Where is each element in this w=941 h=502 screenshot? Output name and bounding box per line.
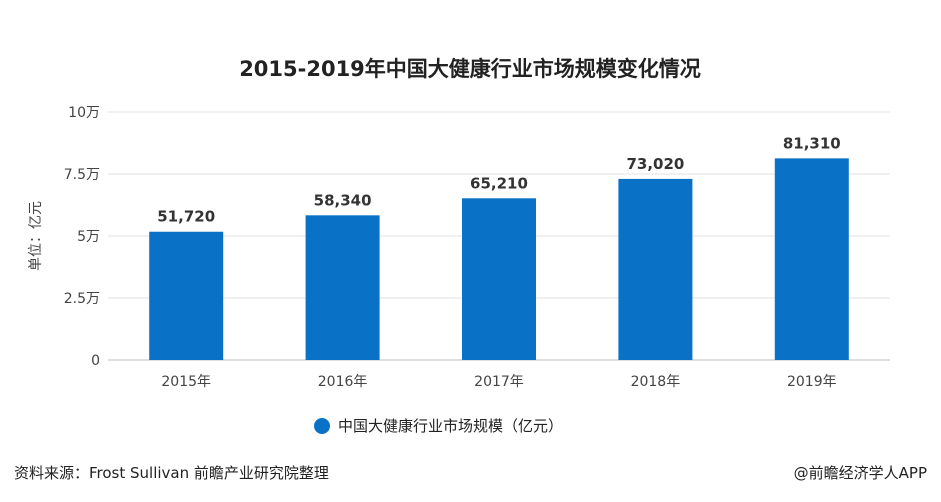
data-label: 81,310: [783, 134, 841, 152]
x-tick-label: 2018年: [631, 374, 681, 390]
data-label: 58,340: [314, 191, 372, 209]
x-tick-label: 2015年: [161, 374, 211, 390]
source-note: 资料来源：Frost Sullivan 前瞻产业研究院整理: [14, 464, 329, 482]
y-tick-label: 2.5万: [64, 291, 100, 307]
y-tick-label: 10万: [68, 105, 100, 121]
x-tick-label: 2019年: [787, 374, 837, 390]
legend: 中国大健康行业市场规模（亿元）: [314, 417, 563, 435]
data-label: 65,210: [470, 174, 528, 192]
y-tick-labels: 0 2.5万 5万 7.5万 10万: [64, 105, 100, 369]
y-axis-label: 单位：亿元: [28, 201, 44, 271]
bars: [149, 158, 849, 360]
bar: [305, 215, 380, 360]
bar: [618, 178, 693, 360]
brand-watermark-text: @前瞻经济学人APP: [793, 464, 927, 482]
bar: [149, 231, 224, 360]
y-tick-label: 7.5万: [64, 167, 100, 183]
legend-swatch: [314, 418, 330, 434]
data-label: 51,720: [157, 208, 215, 226]
chart-title: 2015-2019年中国大健康行业市场规模变化情况: [239, 57, 701, 81]
y-tick-label: 5万: [77, 229, 100, 245]
x-tick-label: 2016年: [318, 374, 368, 390]
data-labels: 51,720 58,340 65,210 73,020 81,310: [157, 134, 840, 225]
x-tick-label: 2017年: [474, 374, 524, 390]
bar: [774, 158, 849, 360]
x-tick-labels: 2015年 2016年 2017年 2018年 2019年: [161, 374, 836, 390]
data-label: 73,020: [626, 155, 684, 173]
legend-label: 中国大健康行业市场规模（亿元）: [338, 417, 563, 435]
bar: [462, 198, 536, 360]
y-tick-label: 0: [91, 353, 100, 369]
